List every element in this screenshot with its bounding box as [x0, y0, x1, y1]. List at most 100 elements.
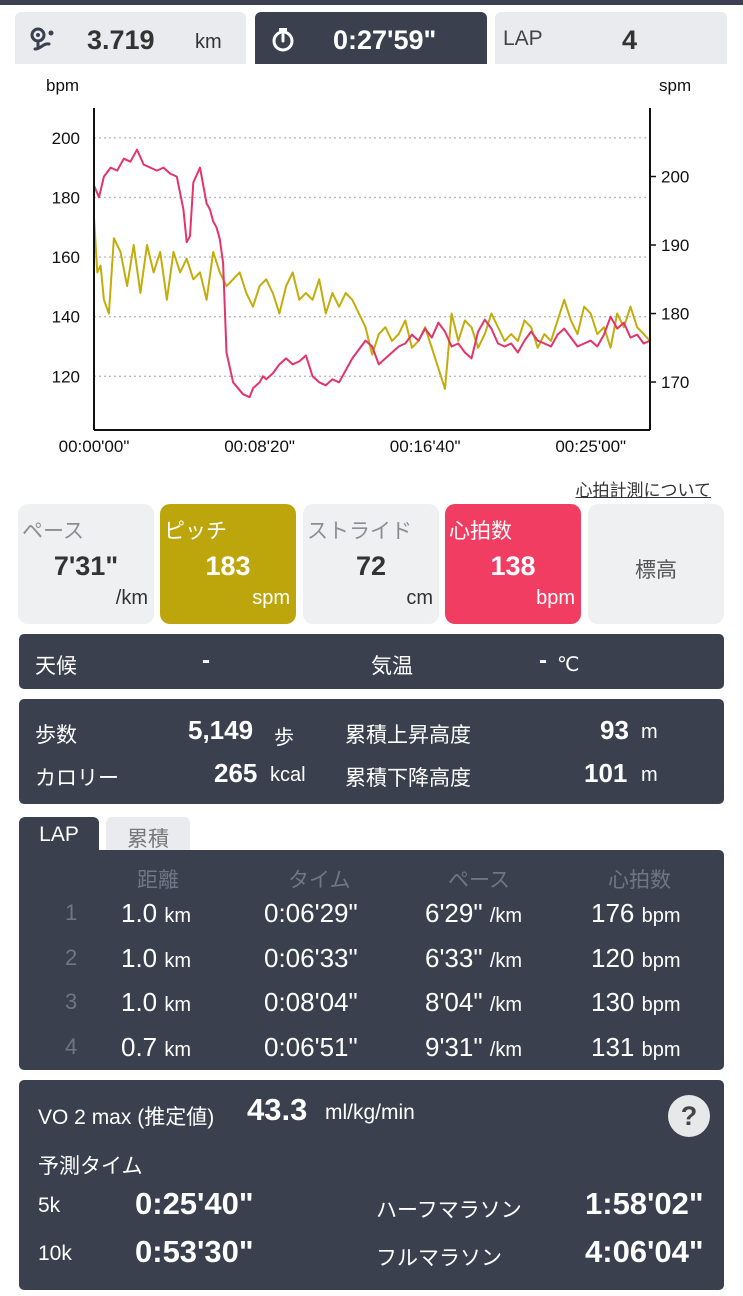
right-tick-label: 200 [661, 168, 689, 187]
descent-unit: m [641, 764, 658, 786]
col-heart-rate: 心拍数 [608, 869, 671, 892]
calories-unit: kcal [270, 764, 306, 786]
lap-label: LAP [503, 27, 543, 50]
lap-pace-value: 8'04" [425, 987, 483, 1017]
predict-half-value: 1:58'02" [585, 1186, 704, 1221]
elevation-title: 標高 [635, 559, 677, 582]
descent-value: 101 [584, 758, 628, 788]
predict-10k-value: 0:53'30" [135, 1234, 254, 1269]
lap-pace-unit: /km [489, 994, 523, 1016]
hr-cadence-chart: bpm spm 120 140 160 180 200 170 180 190 200 00:00… [46, 76, 691, 456]
stopwatch-icon [272, 28, 294, 52]
lap-index: 3 [65, 989, 78, 1014]
x-tick-label: 00:08'20" [224, 437, 295, 456]
col-distance: 距離 [137, 869, 179, 892]
heart-rate-series-line [93, 148, 651, 399]
heart-rate-info-link[interactable]: 心拍計測について [575, 481, 712, 500]
lap-distance: 0.7 km [121, 1032, 191, 1063]
steps-label: 歩数 [35, 724, 77, 747]
lap-pace-unit: /km [489, 1039, 523, 1061]
ascent-unit: m [641, 721, 658, 743]
lap-time: 0:06'51" [264, 1032, 358, 1062]
pace-title: ペース [22, 520, 84, 543]
left-tick-label: 160 [52, 248, 80, 267]
weather-value: - [202, 647, 210, 674]
calories-value: 265 [214, 758, 258, 788]
distance-unit: km [195, 31, 222, 53]
lap-heart-rate-value: 131 [591, 1032, 635, 1062]
predict-half-label: ハーフマラソン [376, 1199, 522, 1222]
right-tick-label: 180 [661, 305, 689, 324]
lap-index: 1 [65, 900, 78, 925]
calories-label: カロリー [35, 767, 119, 790]
left-tick-label: 120 [52, 367, 80, 386]
elevation-card[interactable]: 標高 [588, 504, 724, 624]
lap-pace-value: 6'33" [425, 943, 483, 973]
distance-tab[interactable]: 3.719 km [15, 12, 246, 64]
cadence-card[interactable]: ピッチ 183 spm [160, 504, 296, 624]
heart-rate-unit: bpm [536, 587, 575, 609]
lap-distance: 1.0 km [121, 943, 191, 974]
ascent-value: 93 [600, 715, 629, 745]
left-tick-label: 200 [52, 129, 80, 148]
lap-heart-rate-value: 130 [591, 987, 635, 1017]
left-tick-label: 140 [52, 308, 80, 327]
lap-pace-value: 9'31" [425, 1032, 483, 1062]
lap-distance-unit: km [164, 905, 192, 927]
lap-index: 2 [65, 945, 78, 970]
distance-value: 3.719 [87, 25, 155, 55]
lap-pace: 8'04" /km [425, 987, 522, 1018]
x-tick-label: 00:16'40" [390, 437, 461, 456]
lap-distance: 1.0 km [121, 898, 191, 929]
descent-label: 累積下降高度 [345, 767, 471, 790]
stats-panel: 歩数 5,149 歩 累積上昇高度 93 m カロリー 265 kcal 累積下… [19, 699, 724, 804]
lap-tab-header[interactable]: LAP 4 [495, 12, 727, 64]
lap-distance-unit: km [164, 950, 192, 972]
col-pace: ペース [448, 869, 510, 892]
x-tick-label: 00:25'00" [555, 437, 626, 456]
tab-lap[interactable]: LAP [19, 817, 99, 851]
lap-distance-value: 0.7 [121, 1032, 158, 1062]
predicted-time-title: 予測タイム [38, 1155, 143, 1178]
right-tick-label: 170 [661, 373, 689, 392]
left-tick-label: 180 [52, 188, 80, 207]
lap-heart-rate-unit: bpm [641, 950, 681, 972]
x-tick-label: 00:00'00" [59, 437, 130, 456]
lap-pace-unit: /km [489, 950, 523, 972]
predict-full-value: 4:06'04" [585, 1234, 704, 1269]
cadence-title: ピッチ [164, 520, 227, 543]
stride-title: ストライド [307, 520, 412, 543]
temperature-label: 気温 [371, 655, 413, 678]
time-tab[interactable]: 0:27'59" [255, 12, 487, 64]
route-icon [30, 27, 54, 51]
col-time: タイム [288, 869, 351, 892]
tab-cumulative[interactable]: 累積 [106, 817, 190, 851]
vo2max-panel: VO 2 max (推定値) 43.3 ml/kg/min ? 予測タイム 5k… [19, 1080, 724, 1290]
lap-heart-rate-unit: bpm [641, 1039, 681, 1061]
lap-distance-value: 1.0 [121, 943, 158, 973]
help-icon[interactable]: ? [668, 1095, 710, 1137]
predict-full-label: フルマラソン [376, 1247, 502, 1270]
predict-10k-label: 10k [38, 1242, 72, 1265]
lap-distance-value: 1.0 [121, 987, 158, 1017]
lap-pace: 6'33" /km [425, 943, 522, 974]
lap-heart-rate: 176 bpm [591, 898, 681, 929]
steps-unit: 歩 [274, 727, 294, 749]
temperature-unit: ℃ [557, 654, 580, 676]
weather-panel: 天候 - 気温 - ℃ [19, 634, 724, 689]
pace-unit: /km [115, 587, 148, 609]
lap-heart-rate: 120 bpm [591, 943, 681, 974]
lap-heart-rate-value: 176 [591, 898, 635, 928]
elapsed-time: 0:27'59" [333, 25, 437, 55]
pace-card[interactable]: ペース 7'31" /km [18, 504, 154, 624]
right-tick-label: 190 [661, 236, 689, 255]
predict-5k-value: 0:25'40" [135, 1186, 254, 1221]
lap-pace: 6'29" /km [425, 898, 522, 929]
stride-unit: cm [406, 587, 433, 609]
heart-rate-card[interactable]: 心拍数 138 bpm [445, 504, 581, 624]
steps-value: 5,149 [188, 715, 254, 745]
heart-rate-value: 138 [490, 551, 536, 581]
lap-pace: 9'31" /km [425, 1032, 522, 1063]
cadence-value: 183 [205, 551, 251, 581]
stride-card[interactable]: ストライド 72 cm [303, 504, 439, 624]
